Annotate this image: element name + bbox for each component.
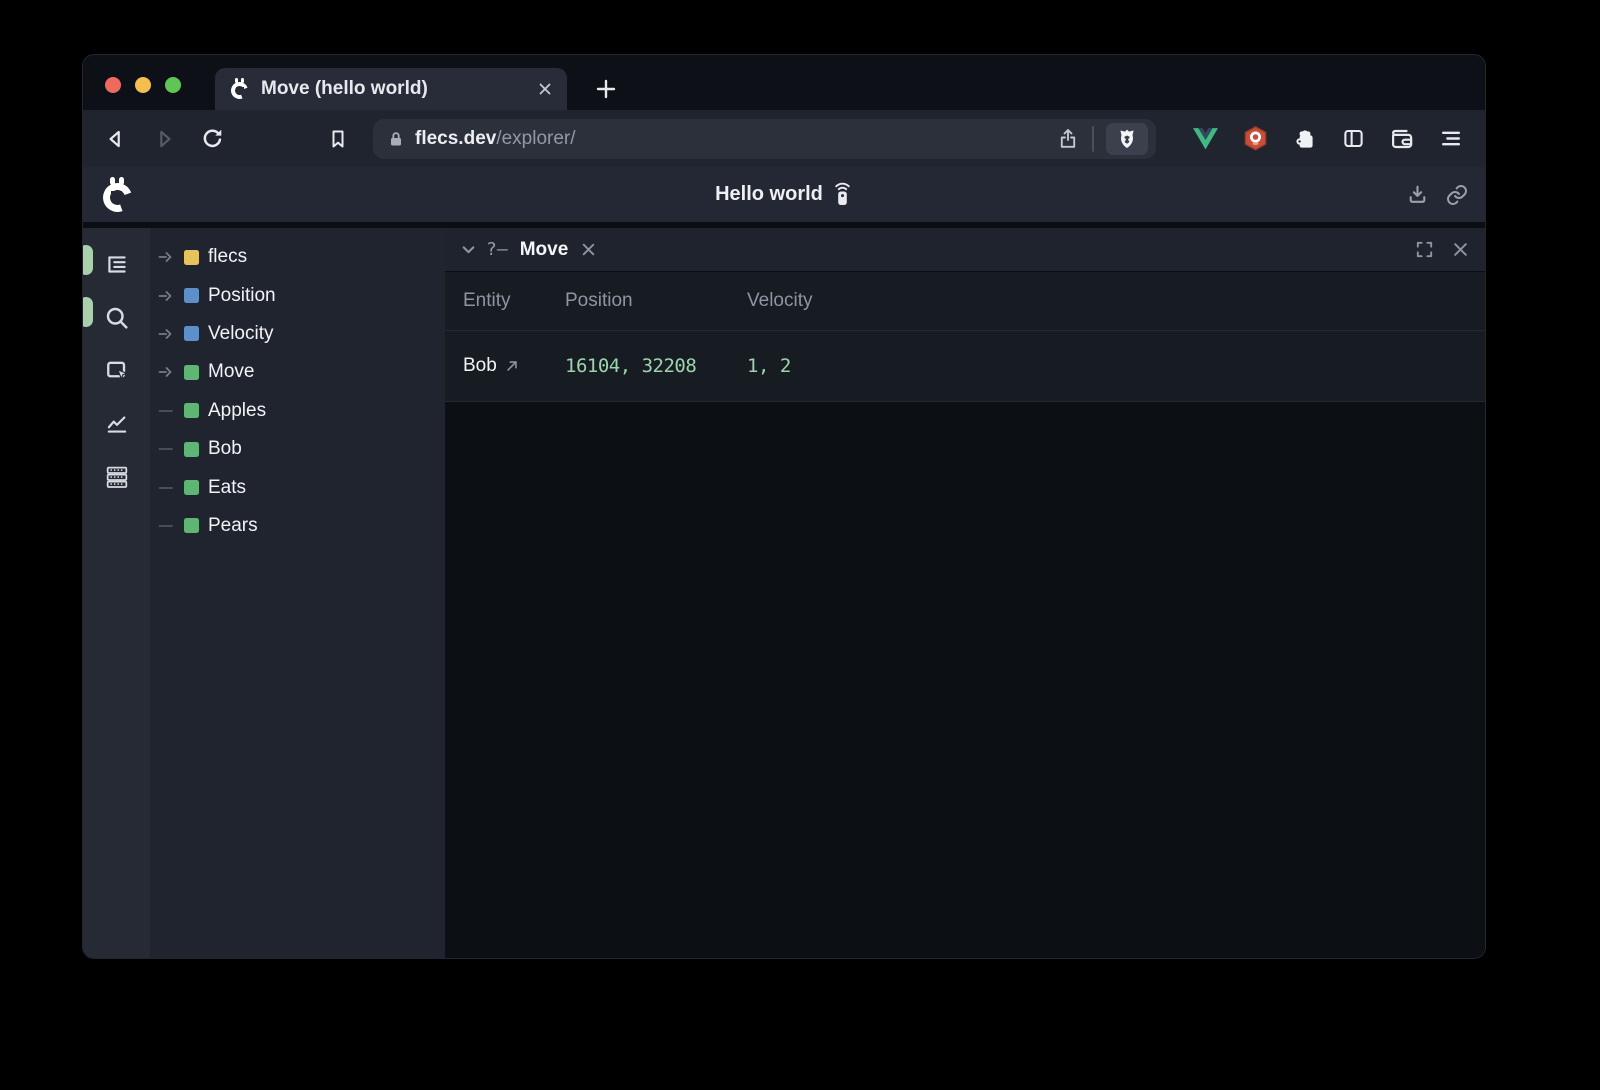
brave-shield-icon[interactable] (1106, 122, 1148, 155)
world-title-text: Hello world (715, 183, 823, 205)
leaf-dash-icon (158, 519, 178, 533)
extensions-icon[interactable] (1292, 126, 1318, 152)
tree-item-move[interactable]: Move (150, 353, 445, 391)
wallet-icon[interactable] (1389, 126, 1415, 152)
query-title: Move (519, 238, 569, 260)
back-icon[interactable] (101, 124, 131, 154)
query-panel: ?– Move Entity Position (445, 228, 1485, 958)
expand-arrow-icon[interactable] (158, 250, 178, 264)
tree-item-label: Apples (208, 399, 267, 421)
close-panel-icon[interactable] (1452, 241, 1469, 258)
expand-arrow-icon[interactable] (158, 289, 178, 303)
tree-item-pears[interactable]: Pears (150, 507, 445, 545)
external-link-icon[interactable] (505, 359, 519, 373)
query-prefix: ?– (486, 239, 508, 260)
sidebar-icon[interactable] (1341, 126, 1366, 151)
reload-icon[interactable] (197, 124, 227, 154)
browser-window: Move (hello world) flecs.dev/explorer/ (83, 55, 1485, 958)
explorer-content: flecs Position Velocity Move Apples (83, 222, 1485, 958)
entity-color-square (184, 249, 199, 265)
expand-arrow-icon[interactable] (158, 365, 178, 379)
tree-item-label: Position (208, 284, 276, 306)
browser-tab[interactable]: Move (hello world) (215, 68, 567, 110)
inspector-icon[interactable] (102, 356, 132, 386)
tree-view-icon[interactable] (102, 250, 132, 280)
tree-item-label: Move (208, 361, 255, 383)
tree-item-eats[interactable]: Eats (150, 468, 445, 506)
new-tab-button[interactable] (586, 69, 626, 109)
vue-devtools-icon[interactable] (1192, 127, 1219, 150)
panel-indicator-query (83, 297, 93, 327)
entity-color-square (184, 288, 199, 304)
url-path: /explorer/ (496, 127, 576, 149)
url-bar[interactable]: flecs.dev/explorer/ (373, 118, 1156, 159)
leaf-dash-icon (158, 442, 178, 456)
traffic-lights (105, 77, 181, 93)
tree-item-label: Bob (208, 438, 242, 460)
column-header-position: Position (565, 290, 633, 311)
tab-favicon-flecs-logo-icon (228, 78, 251, 102)
table-header-row: Entity Position Velocity (445, 272, 1485, 331)
column-header-entity: Entity (463, 290, 511, 311)
tree-item-label: Eats (208, 476, 247, 498)
entity-color-square (184, 480, 199, 496)
entity-color-square (184, 364, 199, 380)
share-icon[interactable] (1056, 127, 1080, 151)
tree-item-label: Pears (208, 514, 258, 536)
position-value: 16104, 32208 (565, 355, 697, 377)
fullscreen-icon[interactable] (1414, 239, 1435, 260)
icon-rail (83, 228, 150, 958)
url-host: flecs.dev (415, 127, 497, 149)
panel-indicator-tree (83, 245, 93, 275)
tree-item-label: Velocity (208, 322, 274, 344)
app-header: Hello world (83, 167, 1485, 222)
url-text: flecs.dev/explorer/ (415, 128, 576, 150)
tree-item-bob[interactable]: Bob (150, 430, 445, 468)
remote-icon[interactable] (832, 182, 853, 207)
entity-color-square (184, 441, 199, 457)
extension-icons (1192, 125, 1463, 152)
bookmark-icon[interactable] (323, 124, 353, 154)
minimize-window-button[interactable] (135, 77, 151, 93)
tab-close-icon[interactable] (537, 81, 553, 97)
leaf-dash-icon (158, 481, 178, 495)
entity-name[interactable]: Bob (463, 355, 497, 376)
leaf-dash-icon (158, 404, 178, 418)
lock-icon (387, 130, 405, 148)
search-icon[interactable] (102, 303, 132, 333)
stats-icon[interactable] (102, 462, 132, 492)
zoom-window-button[interactable] (165, 77, 181, 93)
query-result-table: Entity Position Velocity Bob 16104, 3220… (445, 272, 1485, 402)
tab-bar: Move (hello world) (83, 55, 1485, 110)
hexagon-extension-icon[interactable] (1242, 125, 1269, 152)
menu-icon[interactable] (1438, 126, 1463, 151)
tree-item-velocity[interactable]: Velocity (150, 315, 445, 353)
browser-toolbar: flecs.dev/explorer/ (83, 110, 1485, 167)
entity-color-square (184, 326, 199, 342)
world-title: Hello world (715, 182, 853, 207)
column-header-velocity: Velocity (747, 290, 813, 311)
tree-item-flecs[interactable]: flecs (150, 238, 445, 276)
chevron-down-icon[interactable] (460, 241, 477, 258)
download-icon[interactable] (1405, 182, 1430, 207)
query-panel-empty-area (445, 402, 1485, 958)
tab-title: Move (hello world) (261, 78, 428, 99)
table-row[interactable]: Bob 16104, 32208 1, 2 (445, 331, 1485, 402)
query-panel-header: ?– Move (445, 228, 1485, 272)
flecs-logo-icon[interactable] (98, 176, 137, 217)
tree-item-label: flecs (208, 246, 248, 268)
tree-item-apples[interactable]: Apples (150, 392, 445, 430)
entity-tree: flecs Position Velocity Move Apples (150, 228, 445, 958)
chart-icon[interactable] (102, 409, 132, 439)
link-icon[interactable] (1445, 183, 1469, 207)
query-clear-icon[interactable] (581, 242, 596, 257)
forward-icon[interactable] (149, 124, 179, 154)
velocity-value: 1, 2 (747, 355, 791, 377)
entity-color-square (184, 518, 199, 534)
url-separator (1092, 125, 1094, 152)
expand-arrow-icon[interactable] (158, 327, 178, 341)
close-window-button[interactable] (105, 77, 121, 93)
tree-item-position[interactable]: Position (150, 276, 445, 314)
entity-color-square (184, 403, 199, 419)
